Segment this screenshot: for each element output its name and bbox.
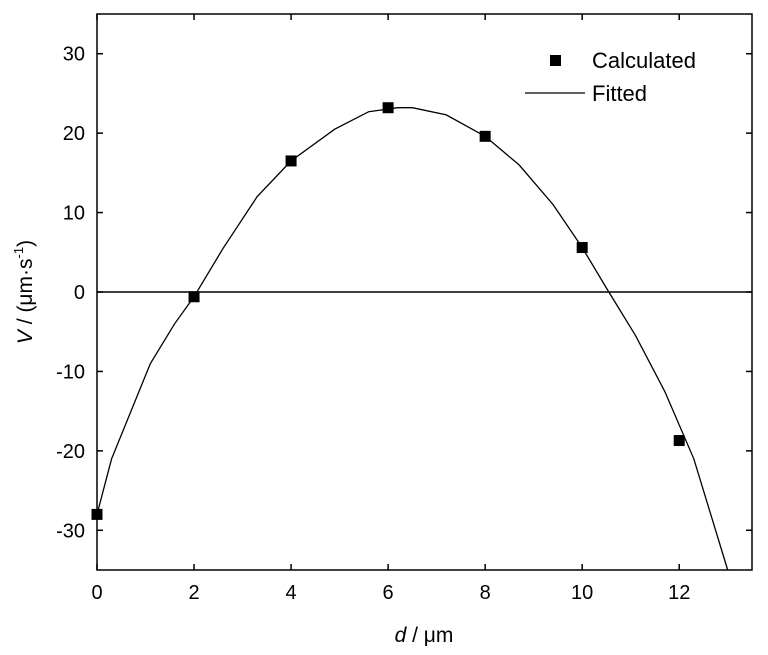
x-tick-label: 12 xyxy=(668,582,690,604)
y-axis-unit-exponent: -1 xyxy=(11,247,26,259)
calculated-point xyxy=(91,508,103,520)
y-axis-unit-prefix: / (μm·s xyxy=(14,258,37,330)
calculated-point xyxy=(382,102,394,114)
x-tick-label: 2 xyxy=(188,582,199,604)
fitted-line xyxy=(96,107,729,571)
calculated-point xyxy=(285,155,297,167)
y-axis-unit-suffix: ) xyxy=(14,240,37,247)
legend: Calculated Fitted xyxy=(525,48,696,106)
calculated-point xyxy=(188,291,200,303)
tick-labels: 0 2 4 6 8 10 12 -30 -20 -10 0 10 20 30 xyxy=(56,44,690,604)
x-axis-title: d / μm xyxy=(395,624,454,647)
y-tick-label: 10 xyxy=(63,203,85,225)
calculated-markers xyxy=(91,102,685,520)
x-tick-label: 8 xyxy=(480,582,491,604)
x-axis-unit: / μm xyxy=(406,624,453,647)
y-tick-label: 0 xyxy=(74,282,85,304)
legend-label-fitted: Fitted xyxy=(592,81,647,106)
y-tick-label: -30 xyxy=(56,520,85,542)
legend-marker-calculated xyxy=(550,55,561,66)
x-axis-variable: d xyxy=(395,624,408,647)
calculated-point xyxy=(673,435,685,447)
y-tick-label: 30 xyxy=(63,44,85,66)
calculated-point xyxy=(576,242,588,254)
x-tick-label: 6 xyxy=(383,582,394,604)
x-tick-label: 10 xyxy=(571,582,593,604)
y-tick-label: -20 xyxy=(56,441,85,463)
y-tick-label: 20 xyxy=(63,123,85,145)
calculated-point xyxy=(479,130,491,142)
x-tick-label: 0 xyxy=(91,582,102,604)
x-tick-label: 4 xyxy=(286,582,297,604)
y-axis-variable: V xyxy=(14,328,37,344)
y-axis-title: V / (μm·s-1) xyxy=(11,240,37,344)
y-tick-label: -10 xyxy=(56,361,85,383)
legend-label-calculated: Calculated xyxy=(592,48,696,73)
